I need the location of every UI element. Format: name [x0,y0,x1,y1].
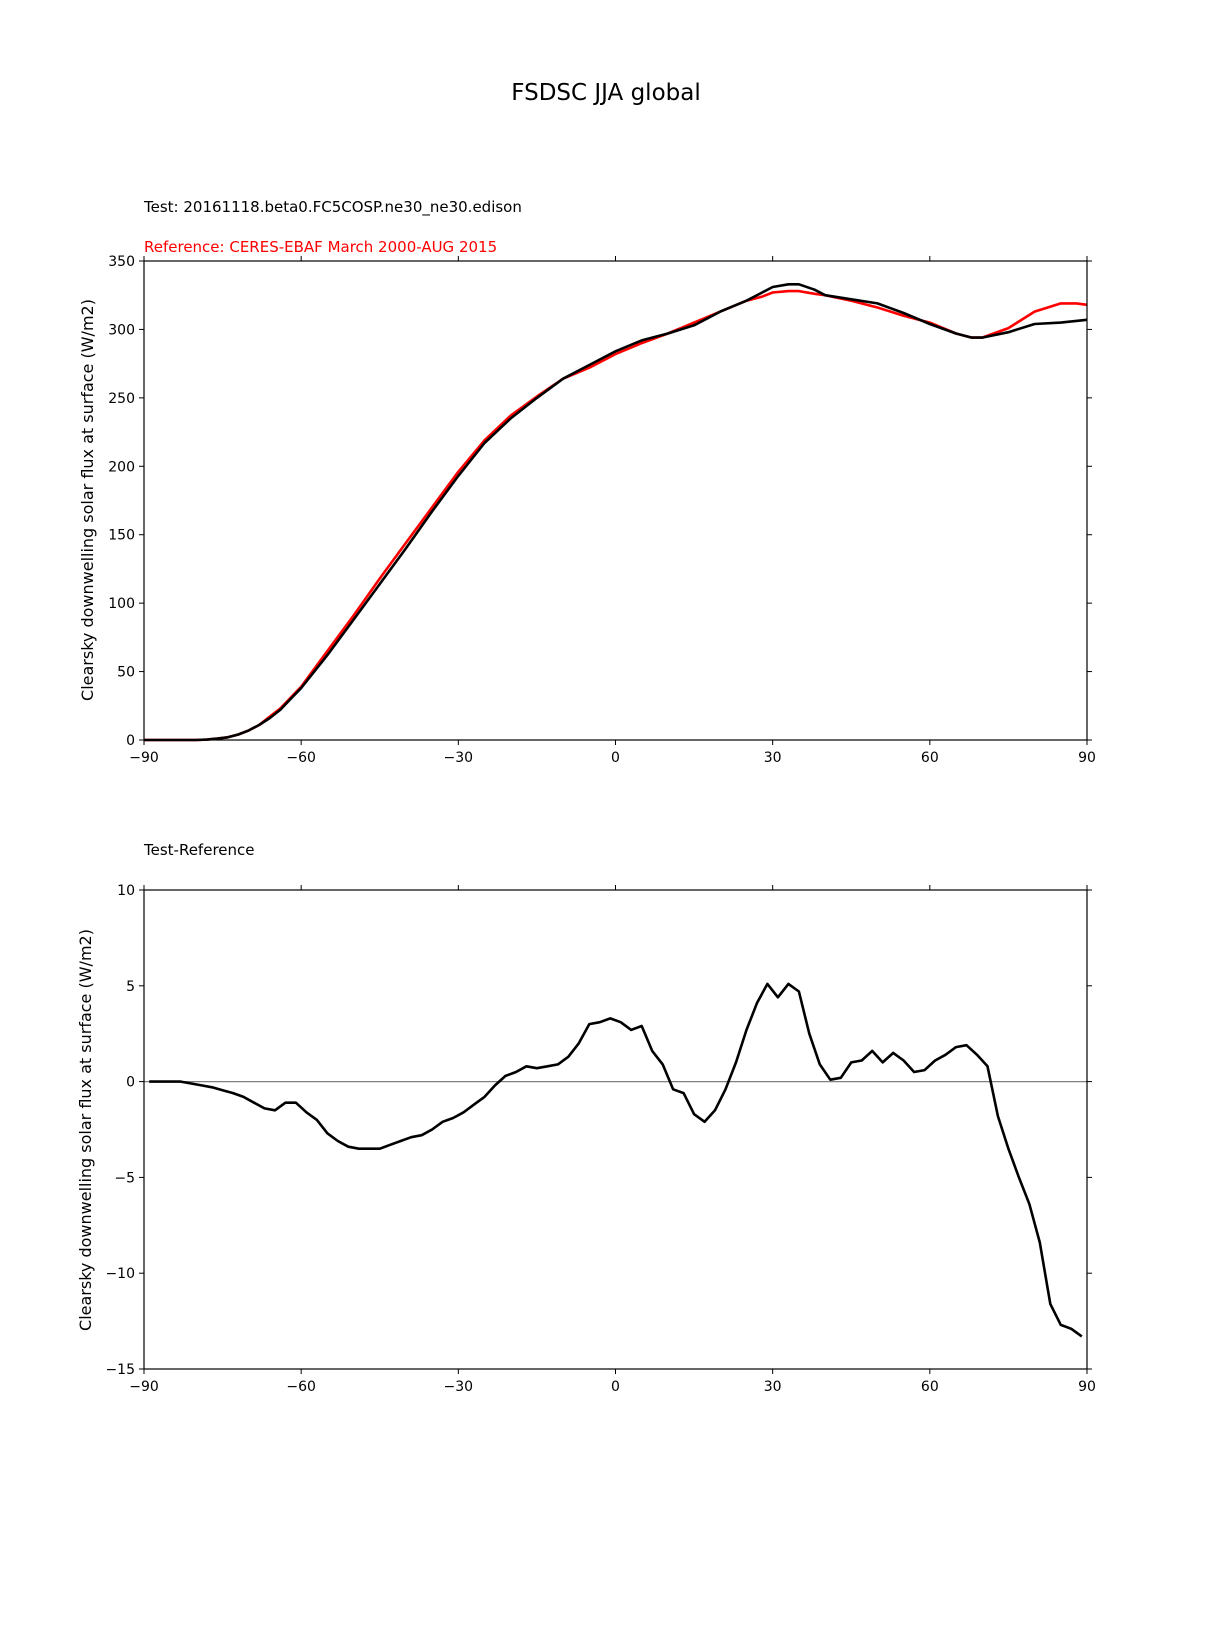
bottom-x-tick-label: 90 [1078,1379,1096,1395]
bottom-y-tick-label: 0 [126,1075,135,1091]
reference-case-label: Reference: CERES-EBAF March 2000-AUG 201… [144,238,497,256]
difference-panel-label: Test-Reference [143,841,255,859]
top-y-tick-label: 250 [108,391,135,407]
top-chart-y-axis-label: Clearsky downwelling solar flux at surfa… [78,299,97,701]
top-chart-panel: Test: 20161118.beta0.FC5COSP.ne30_ne30.e… [78,198,1096,766]
top-x-tick-label: −30 [444,750,474,766]
bottom-chart-y-axis-label: Clearsky downwelling solar flux at surfa… [76,929,95,1331]
top-x-tick-label: −60 [286,750,316,766]
bottom-difference-series-line [149,982,1083,1338]
bottom-chart-ticks: −90 −60 −30 0 30 60 90 −15 −10 −5 0 5 10 [105,883,1095,1395]
top-x-tick-label: 60 [921,750,939,766]
top-x-tick-label: 30 [764,750,782,766]
top-y-tick-label: 150 [108,528,135,544]
bottom-x-tick-label: 0 [611,1379,620,1395]
bottom-x-tick-label: −90 [129,1379,159,1395]
top-reference-series-line [144,289,1088,742]
top-chart-ticks: −90 −60 −30 0 30 60 90 0 50 100 150 200 250 300 350 [108,254,1096,766]
bottom-y-tick-label: −15 [105,1362,135,1378]
top-x-tick-label: −90 [129,750,159,766]
bottom-chart-series [144,982,1087,1338]
figure-title: FSDSC JJA global [511,80,700,106]
top-y-tick-label: 300 [108,322,135,338]
bottom-chart-frame [143,889,1088,1370]
bottom-y-tick-label: −10 [105,1266,135,1282]
top-y-tick-label: 100 [108,596,135,612]
bottom-y-tick-label: −5 [114,1170,135,1186]
top-y-tick-label: 0 [126,733,135,749]
test-case-label: Test: 20161118.beta0.FC5COSP.ne30_ne30.e… [143,198,522,217]
top-chart-frame [143,260,1088,741]
top-y-tick-label: 200 [108,459,135,475]
bottom-x-tick-label: 30 [764,1379,782,1395]
top-chart-series [144,282,1088,742]
bottom-y-tick-label: 10 [117,883,135,899]
top-test-series-line [144,282,1088,742]
bottom-x-tick-label: −30 [444,1379,474,1395]
top-y-tick-label: 350 [108,254,135,270]
top-x-tick-label: 0 [611,750,620,766]
bottom-x-tick-label: 60 [921,1379,939,1395]
top-y-tick-label: 50 [117,665,135,681]
bottom-chart-panel: Test-Reference −90 −60 −30 0 30 60 90 −15 −10 −5 0… [76,841,1096,1395]
bottom-x-tick-label: −60 [286,1379,316,1395]
bottom-y-tick-label: 5 [126,979,135,995]
top-x-tick-label: 90 [1078,750,1096,766]
